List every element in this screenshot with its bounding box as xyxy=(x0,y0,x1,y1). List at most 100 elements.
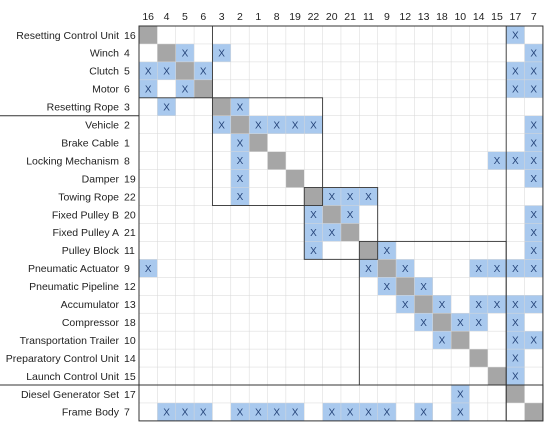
dependency-cell: X xyxy=(451,402,470,421)
dependency-mark: X xyxy=(310,228,317,239)
row-id: 1 xyxy=(124,137,130,149)
dependency-cell: X xyxy=(212,115,231,134)
column-label: 3 xyxy=(219,11,225,23)
row-id: 6 xyxy=(124,84,130,96)
row-label: Brake Cable xyxy=(61,137,119,149)
row-id: 4 xyxy=(124,48,130,60)
dependency-cell: X xyxy=(414,313,433,332)
row-label: Diesel Generator Set xyxy=(21,389,119,401)
dependency-cell: X xyxy=(377,402,397,421)
row-header-item: Vehicle 2 xyxy=(85,120,130,132)
dependency-mark: X xyxy=(530,156,537,167)
column-label: 1 xyxy=(255,11,261,23)
dependency-cell: X xyxy=(175,43,195,62)
dependency-mark: X xyxy=(475,300,482,311)
row-id: 16 xyxy=(124,30,136,42)
dependency-cell: X xyxy=(414,402,433,421)
dependency-cell: X xyxy=(230,402,250,421)
dependency-mark: X xyxy=(292,120,299,131)
row-header-item: Damper 19 xyxy=(82,173,136,185)
dependency-cell: X xyxy=(487,295,507,314)
column-label: 10 xyxy=(454,11,466,23)
dependency-cell: X xyxy=(396,295,415,314)
column-label: 5 xyxy=(182,11,188,23)
matrix-cells: XX X XX X X X XX X X XX XX X X X X XX XX X X XX XX X X XX X XX X XX… xyxy=(139,26,543,421)
dependency-mark: X xyxy=(494,156,501,167)
row-id: 7 xyxy=(124,407,130,419)
row-id: 2 xyxy=(124,120,130,132)
dependency-cell: X xyxy=(340,187,360,206)
row-id: 5 xyxy=(124,66,130,78)
dependency-cell: X xyxy=(267,115,286,134)
row-id: 17 xyxy=(124,389,136,401)
diagonal-cell xyxy=(432,313,452,332)
dependency-cell: X xyxy=(175,79,195,98)
dependency-mark: X xyxy=(457,318,464,329)
dependency-cell: X xyxy=(487,259,507,278)
diagonal-cell xyxy=(396,277,415,296)
column-label: 13 xyxy=(418,11,430,23)
diagonal-cell xyxy=(469,349,488,368)
dependency-cell: X xyxy=(230,151,250,170)
dependency-cell: X xyxy=(506,295,525,314)
diagonal-cell xyxy=(377,259,397,278)
row-header-item: Locking Mechanism 8 xyxy=(26,155,130,167)
dependency-mark: X xyxy=(292,408,299,419)
dependency-mark: X xyxy=(273,408,280,419)
dependency-cell: X xyxy=(506,349,525,368)
row-id: 8 xyxy=(124,155,130,167)
row-header-item: Brake Cable 1 xyxy=(61,137,130,149)
dependency-mark: X xyxy=(512,66,519,77)
row-header-item: Launch Control Unit 15 xyxy=(26,371,136,383)
dependency-mark: X xyxy=(530,66,537,77)
row-id: 3 xyxy=(124,102,130,114)
row-label: Accumulator xyxy=(61,299,120,311)
row-label: Pneumatic Pipeline xyxy=(29,281,119,293)
dependency-cell: X xyxy=(304,115,323,134)
row-id: 20 xyxy=(124,209,136,221)
row-id: 21 xyxy=(124,227,136,239)
dependency-mark: X xyxy=(402,300,409,311)
diagonal-cell xyxy=(414,295,433,314)
matrix-border xyxy=(138,25,544,422)
row-label: Pneumatic Actuator xyxy=(28,263,120,275)
matrix-grid xyxy=(139,26,543,421)
diagonal-cell xyxy=(230,115,250,134)
dependency-cell: X xyxy=(230,97,250,116)
dependency-cell: X xyxy=(377,241,397,260)
dependency-mark: X xyxy=(384,246,391,257)
dependency-cell: X xyxy=(451,313,470,332)
dependency-mark: X xyxy=(530,174,537,185)
row-label: Motor xyxy=(92,84,119,96)
dependency-cell: X xyxy=(359,259,378,278)
row-header-item: Resetting Rope 3 xyxy=(47,102,130,114)
dependency-mark: X xyxy=(530,264,537,275)
dependency-cell: X xyxy=(524,205,543,224)
dependency-mark: X xyxy=(530,210,537,221)
row-label: Towing Rope xyxy=(58,191,119,203)
row-header-item: Pneumatic Actuator 9 xyxy=(28,263,130,275)
dependency-mark: X xyxy=(530,120,537,131)
dependency-cell: X xyxy=(451,385,470,403)
dependency-cell: X xyxy=(249,115,268,134)
column-label: 12 xyxy=(399,11,411,23)
dependency-cell: X xyxy=(377,277,397,296)
dependency-mark: X xyxy=(163,66,170,77)
dependency-mark: X xyxy=(273,120,280,131)
diagonal-cell xyxy=(359,241,378,260)
dependency-cell: X xyxy=(194,61,213,80)
row-header-item: Resetting Control Unit 16 xyxy=(16,30,136,42)
dependency-cell: X xyxy=(524,223,543,242)
dependency-mark: X xyxy=(310,246,317,257)
dependency-cell: X xyxy=(524,43,543,62)
dependency-cell: X xyxy=(304,223,323,242)
dependency-mark: X xyxy=(439,300,446,311)
row-id: 11 xyxy=(124,245,135,257)
dependency-cell: X xyxy=(359,187,378,206)
row-header-item: Clutch 5 xyxy=(89,66,130,78)
row-id: 14 xyxy=(124,353,136,365)
diagonal-cell xyxy=(139,26,158,44)
row-header-item: Fixed Pulley A 21 xyxy=(52,227,135,239)
dependency-mark: X xyxy=(182,408,189,419)
